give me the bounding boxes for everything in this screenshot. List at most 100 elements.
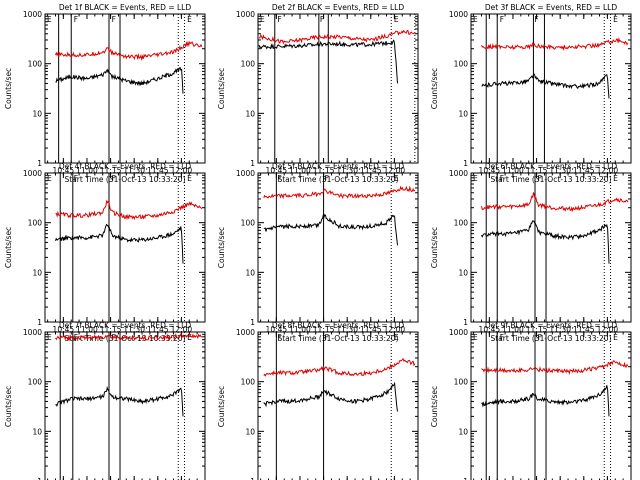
- y-axis-label: Counts/sec: [4, 227, 13, 268]
- event-marker: F: [325, 174, 329, 183]
- y-tick-label: 1000: [23, 10, 42, 19]
- y-axis-label: Counts/sec: [217, 68, 226, 109]
- chart-title: Det 3f BLACK = Events, RED = LLD: [485, 3, 618, 12]
- events-series-line: [481, 385, 610, 417]
- y-axis-label: Counts/sec: [4, 386, 13, 427]
- event-marker: E: [473, 15, 478, 24]
- lld-series-line: [263, 357, 416, 377]
- event-marker: F: [500, 15, 504, 24]
- x-tick-label: 11:30: [336, 166, 358, 175]
- x-axis-label: Start Time (31-Oct-13 10:33:20): [277, 334, 398, 343]
- x-tick-label: 12:00: [384, 325, 406, 334]
- x-tick-label: 10:45: [266, 325, 288, 334]
- events-series-line: [258, 39, 398, 84]
- x-tick-label: 11:15: [313, 166, 335, 175]
- y-tick-label: 100: [241, 219, 256, 228]
- event-marker: F: [277, 174, 281, 183]
- y-tick-label: 1000: [23, 169, 42, 178]
- plot-frame: [44, 331, 206, 480]
- event-marker: E: [47, 174, 52, 183]
- y-tick-label: 10: [458, 427, 468, 436]
- x-tick-label: 11:30: [549, 325, 571, 334]
- y-tick-label: 10: [458, 268, 468, 277]
- y-tick-label: 1000: [23, 328, 42, 337]
- event-marker: F: [74, 333, 78, 342]
- y-tick-label: 100: [241, 60, 256, 69]
- event-marker: F: [500, 174, 504, 183]
- x-tick-label: 11:45: [147, 325, 169, 334]
- x-tick-label: 11:30: [123, 325, 145, 334]
- x-tick-label: 11:45: [147, 166, 169, 175]
- x-axis-label: Start Time (31-Oct-13 10:33:20): [64, 334, 185, 343]
- event-marker: E: [473, 333, 478, 342]
- y-tick-label: 1000: [449, 10, 468, 19]
- chart-title: Det 5f BLACK = Events, RED = LLD: [272, 162, 405, 171]
- events-series-line: [55, 223, 184, 264]
- y-axis-label: Counts/sec: [217, 227, 226, 268]
- event-marker: E: [394, 15, 399, 24]
- lld-series-line: [258, 29, 415, 45]
- y-tick-label: 100: [28, 378, 43, 387]
- detector-panel-5: Det 5f BLACK = Events, RED = LLD Counts/s…: [217, 162, 419, 343]
- y-tick-label: 1: [463, 477, 468, 480]
- y-tick-label: 100: [241, 378, 256, 387]
- lld-series-line: [481, 192, 629, 213]
- y-tick-label: 1000: [236, 10, 255, 19]
- y-tick-label: 10: [32, 109, 42, 118]
- x-tick-label: 11:45: [573, 166, 595, 175]
- events-series-line: [481, 72, 610, 99]
- event-marker: E: [394, 333, 399, 342]
- y-tick-label: 1: [463, 159, 468, 168]
- detector-panel-1: Det 1f BLACK = Events, RED = LLD Counts/s…: [4, 3, 206, 184]
- x-tick-label: 10:45: [53, 325, 75, 334]
- chart-title: Det 8f BLACK = Events, RED = LLD: [272, 321, 405, 330]
- y-tick-label: 100: [28, 219, 43, 228]
- event-marker: F: [112, 174, 116, 183]
- event-marker: F: [112, 15, 116, 24]
- x-tick-label: 12:00: [384, 166, 406, 175]
- lld-series-line: [55, 332, 202, 342]
- event-marker: E: [473, 174, 478, 183]
- plot-frame: [470, 331, 632, 480]
- event-marker: F: [538, 333, 542, 342]
- x-tick-label: 11:15: [100, 166, 122, 175]
- event-marker: F: [500, 333, 504, 342]
- y-axis-label: Counts/sec: [217, 386, 226, 427]
- x-tick-label: 11:30: [123, 166, 145, 175]
- x-tick-label: 12:00: [171, 166, 193, 175]
- y-tick-label: 10: [245, 427, 255, 436]
- x-tick-label: 11:15: [526, 325, 548, 334]
- event-marker: F: [277, 333, 281, 342]
- events-series-line: [263, 213, 398, 246]
- x-tick-label: 11:30: [336, 325, 358, 334]
- y-tick-label: 100: [454, 219, 469, 228]
- detector-panel-3: Det 3f BLACK = Events, RED = LLD Counts/s…: [430, 3, 632, 184]
- x-tick-label: 10:45: [53, 166, 75, 175]
- y-tick-label: 1: [37, 318, 42, 327]
- x-tick-label: 12:00: [597, 166, 619, 175]
- y-tick-label: 1000: [449, 328, 468, 337]
- plot-frame: [257, 13, 419, 164]
- x-tick-label: 11:00: [502, 166, 524, 175]
- y-axis-label: Counts/sec: [430, 68, 439, 109]
- x-tick-label: 11:00: [502, 325, 524, 334]
- detector-panel-8: Det 8f BLACK = Events, RED = LLD Counts/s…: [217, 321, 419, 480]
- y-tick-label: 1: [250, 477, 255, 480]
- chart-title: Det 4f BLACK = Events, RED = LLD: [59, 162, 192, 171]
- x-tick-label: 11:00: [289, 166, 311, 175]
- detector-panel-6: Det 6f BLACK = Events, RED = LLD Counts/s…: [430, 162, 632, 343]
- chart-title: Det 7f BLACK = Events, RED = LLD: [59, 321, 192, 330]
- y-tick-label: 10: [32, 268, 42, 277]
- events-series-line: [55, 385, 184, 417]
- x-tick-label: 10:45: [479, 325, 501, 334]
- event-marker: F: [277, 15, 281, 24]
- plot-frame: [44, 172, 206, 323]
- y-axis-label: Counts/sec: [430, 227, 439, 268]
- x-axis-label: Start Time (31-Oct-13 10:33:20): [490, 334, 611, 343]
- lld-series-line: [481, 37, 629, 51]
- x-tick-label: 11:30: [549, 166, 571, 175]
- event-marker: E: [613, 333, 618, 342]
- event-marker: F: [325, 333, 329, 342]
- x-axis-label: Start Time (31-Oct-13 10:33:20): [490, 175, 611, 184]
